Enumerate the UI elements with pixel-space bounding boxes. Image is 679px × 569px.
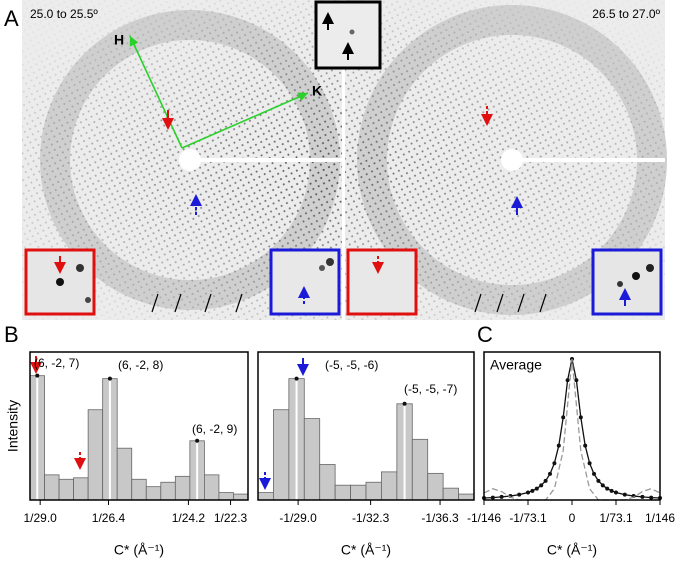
x-axis-label: C* (Å⁻¹)	[547, 542, 597, 558]
x-tick-label: 1/24.2	[172, 511, 206, 525]
axis-label-k: K	[312, 83, 322, 99]
x-axis-label: C* (Å⁻¹)	[341, 542, 391, 558]
marker	[565, 378, 570, 383]
marker	[649, 495, 654, 500]
annotation: (6, -2, 8)	[118, 358, 163, 372]
bar	[257, 492, 274, 501]
marker	[600, 483, 605, 488]
bar	[44, 474, 60, 501]
axis-label-h: H	[114, 32, 124, 48]
peak-dot	[107, 376, 112, 381]
chart-title: Average	[490, 357, 542, 373]
peak-dot	[294, 376, 299, 381]
bar	[442, 487, 459, 501]
bar	[203, 474, 220, 501]
marker	[556, 443, 561, 448]
diffraction-image-left	[22, 0, 342, 320]
marker	[530, 488, 535, 493]
x-tick-label: -1/32.3	[352, 511, 390, 525]
plot-frame	[29, 351, 249, 501]
marker	[578, 415, 583, 420]
bar	[273, 409, 290, 501]
annotation: (6, -2, 9)	[192, 422, 237, 436]
marker	[614, 490, 618, 495]
x-tick-label: 1/146	[645, 511, 675, 525]
bar	[319, 464, 336, 501]
x-tick-label: -1/29.0	[279, 511, 317, 525]
x-tick-label: -1/36.3	[421, 511, 459, 525]
marker	[640, 494, 645, 499]
marker	[592, 471, 596, 476]
annotation: (-5, -5, -7)	[404, 382, 457, 396]
bar	[131, 478, 147, 501]
bar	[145, 486, 162, 501]
panel-label: B	[4, 322, 19, 347]
marker	[548, 471, 552, 476]
plot-frame	[257, 351, 475, 501]
bar	[73, 477, 89, 501]
y-axis-label: Intensity	[5, 400, 21, 452]
marker	[596, 478, 601, 483]
annotation: (-5, -5, -6)	[325, 358, 378, 372]
x-tick-label: -1/146	[467, 511, 501, 525]
bar	[218, 492, 234, 501]
bar	[233, 493, 249, 501]
marker	[609, 488, 614, 493]
peak-dot	[35, 373, 40, 378]
annotation: (6, -2, 7)	[34, 356, 79, 370]
peak-dot	[195, 438, 200, 443]
bar	[303, 418, 321, 501]
marker	[561, 415, 566, 420]
marker	[605, 486, 610, 491]
arrows-b	[30, 356, 309, 490]
marker	[499, 494, 504, 499]
marker	[517, 492, 522, 497]
line	[483, 358, 661, 501]
x-tick-label: 1/29.0	[23, 511, 57, 525]
x-tick-label: 1/73.1	[599, 511, 633, 525]
marker	[539, 483, 544, 488]
marker	[526, 490, 530, 495]
bar	[116, 447, 133, 501]
panel-label: A	[4, 6, 19, 31]
x-tick-label: 1/22.3	[214, 511, 248, 525]
bar	[160, 481, 176, 501]
marker	[552, 461, 557, 466]
inset-top	[314, 0, 382, 70]
bar	[381, 471, 398, 501]
marker	[583, 443, 588, 448]
x-tick-label: 1/26.4	[92, 511, 126, 525]
bar	[427, 472, 444, 501]
plot-frame	[483, 351, 661, 501]
bar	[365, 481, 382, 501]
bar	[350, 484, 367, 501]
x-axis-label: C* (Å⁻¹)	[114, 542, 164, 558]
image-label: 26.5 to 27.0º	[592, 7, 660, 21]
peak-dot	[402, 401, 407, 406]
bar	[411, 438, 429, 501]
marker	[490, 495, 495, 500]
image-label: 25.0 to 25.5º	[30, 7, 98, 21]
line	[483, 358, 661, 499]
marker	[587, 461, 592, 466]
marker	[622, 492, 627, 497]
marker	[534, 486, 539, 491]
x-tick-label: -1/73.1	[509, 511, 547, 525]
x-tick-label: 0	[569, 511, 576, 525]
bar	[174, 475, 191, 501]
bar	[334, 484, 351, 501]
diffraction-image-right	[345, 0, 667, 320]
bar	[458, 493, 475, 501]
marker	[543, 478, 548, 483]
bar	[87, 409, 104, 501]
panel-label: C	[477, 322, 493, 347]
bar	[58, 478, 74, 501]
marker	[574, 378, 579, 383]
